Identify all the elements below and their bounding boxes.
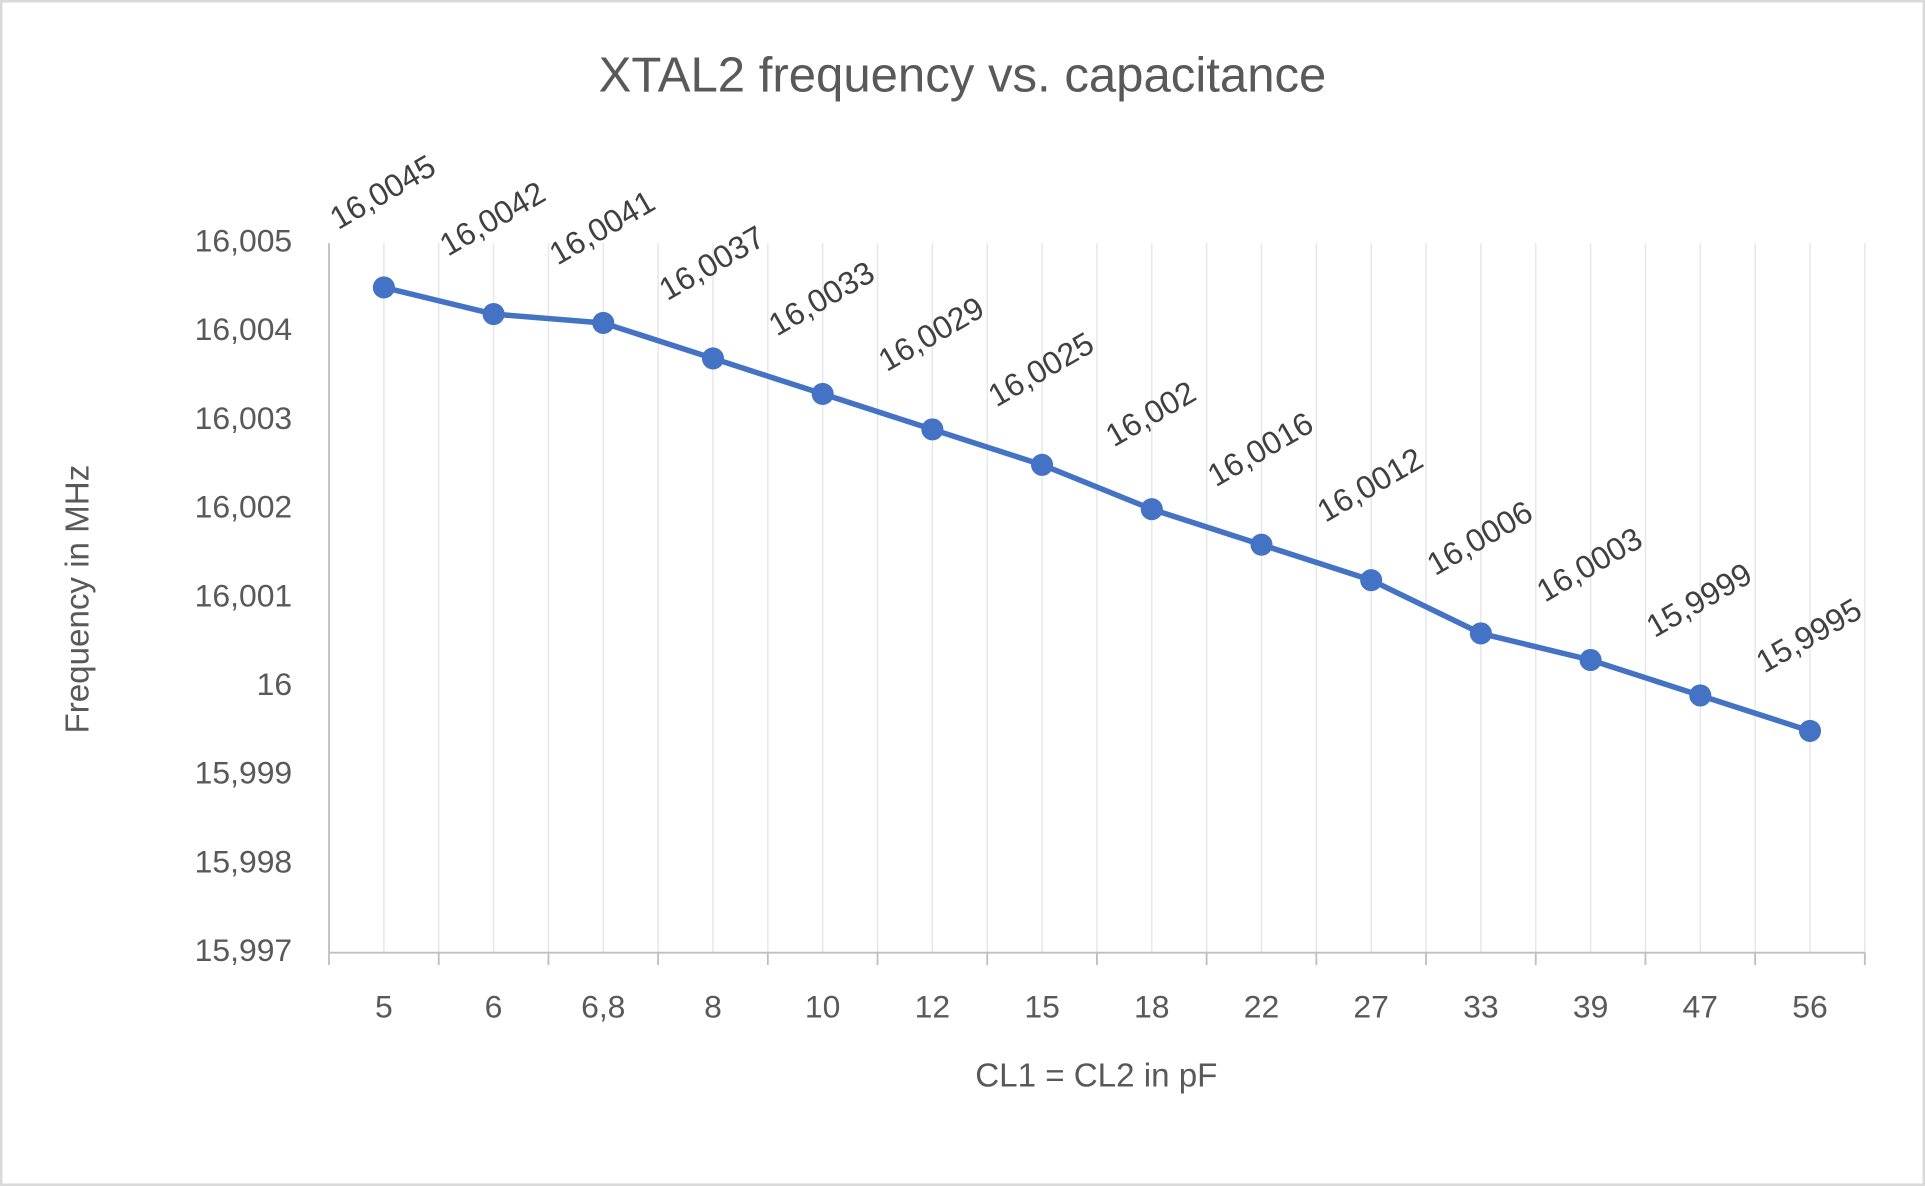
marker (1360, 569, 1383, 592)
x-tick-label: 56 (1792, 989, 1828, 1025)
x-tick-label: 18 (1134, 989, 1170, 1025)
marker (1031, 453, 1054, 476)
y-tick-label: 15,997 (195, 932, 293, 968)
marker (1140, 498, 1163, 521)
x-tick-label: 5 (375, 989, 393, 1025)
x-tick-label: 39 (1573, 989, 1609, 1025)
y-tick-label: 15,999 (195, 755, 293, 791)
x-tick-label: 6,8 (581, 989, 625, 1025)
y-tick-label: 16 (257, 666, 293, 702)
chart-title: XTAL2 frequency vs. capacitance (599, 49, 1327, 103)
line (383, 284, 1811, 734)
marker (921, 418, 944, 441)
marker (811, 382, 834, 405)
y-tick-label: 16,001 (195, 577, 293, 613)
marker (701, 347, 725, 370)
x-tick-label: 8 (704, 989, 722, 1025)
x-tick-label: 27 (1353, 989, 1389, 1025)
marker (1469, 622, 1492, 645)
x-tick-label: 6 (485, 989, 503, 1025)
y-tick-label: 15,998 (195, 843, 293, 879)
x-tick-label: 22 (1244, 989, 1279, 1025)
marker (1250, 533, 1273, 556)
y-tick-label: 16,003 (195, 400, 293, 436)
marker (482, 303, 505, 326)
x-axis-label: CL1 = CL2 in pF (975, 1058, 1217, 1095)
x-tick-label: 12 (915, 989, 951, 1025)
marker (1798, 719, 1822, 743)
marker (592, 311, 615, 334)
marker (372, 276, 395, 299)
marker (1579, 648, 1602, 672)
y-tick-label: 16,004 (195, 311, 293, 347)
y-axis-label: Frequency in MHz (60, 465, 97, 734)
x-tick-label: 33 (1463, 989, 1499, 1025)
x-tick-label: 10 (805, 989, 841, 1025)
marker (1689, 684, 1712, 707)
y-tick-label: 16,002 (195, 489, 293, 525)
y-tick-label: 16,005 (195, 223, 293, 259)
x-tick-label: 15 (1024, 989, 1060, 1025)
x-tick-label: 47 (1683, 989, 1719, 1025)
